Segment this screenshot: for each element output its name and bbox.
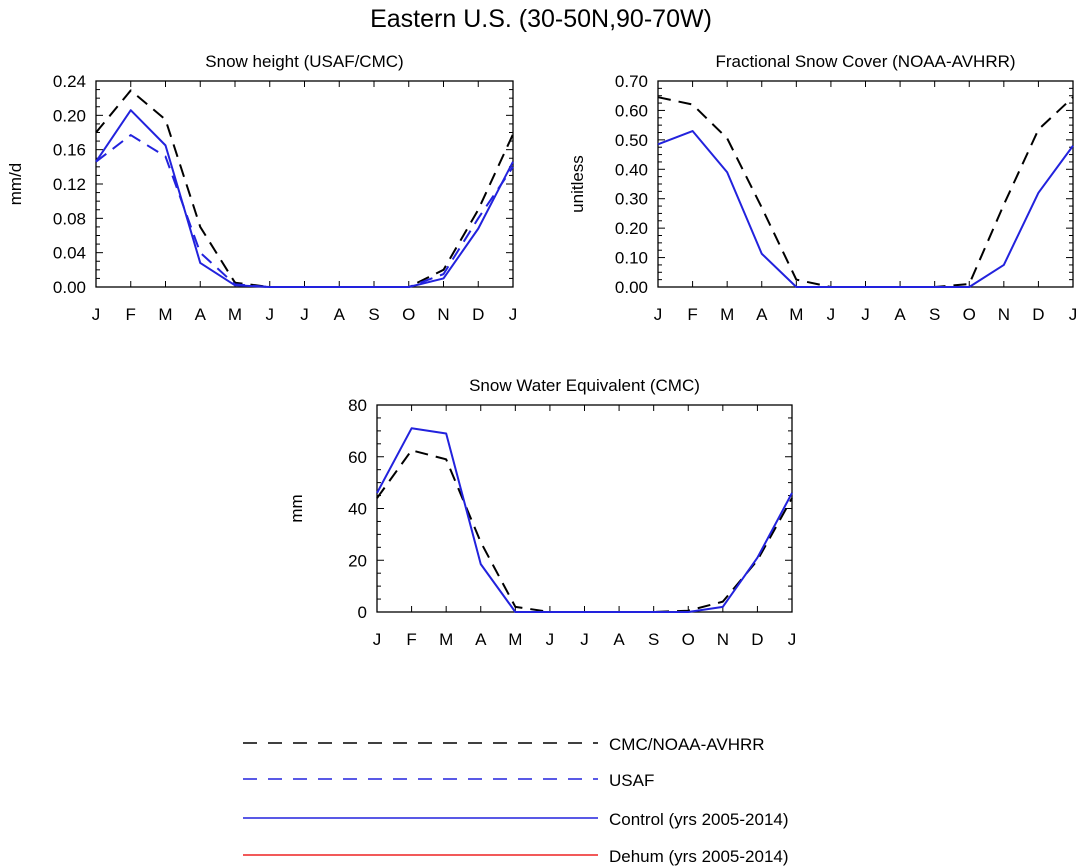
y-tick-label: 0.00 xyxy=(53,278,86,297)
plot-frame xyxy=(376,404,793,613)
x-tick-label: F xyxy=(406,630,416,649)
legend-label: CMC/NOAA-AVHRR xyxy=(609,735,765,754)
y-tick-label: 20 xyxy=(348,551,367,570)
y-tick-label: 0.30 xyxy=(615,190,648,209)
x-tick-label: J xyxy=(827,305,836,324)
series-line xyxy=(95,134,514,288)
panels: Snow height (USAF/CMC)mm/dJ F M A M J J A S O N D J0… xyxy=(6,52,1077,649)
y-tick-label: 0.60 xyxy=(615,101,648,120)
y-tick-label: 0.16 xyxy=(53,141,86,160)
series-line xyxy=(376,449,793,613)
y-axis-label: mm xyxy=(287,494,306,522)
y-tick-label: 0.12 xyxy=(53,175,86,194)
x-tick-label: F xyxy=(126,305,136,324)
x-tick-label: A xyxy=(334,305,346,324)
series-line xyxy=(95,109,514,288)
y-tick-label: 0.50 xyxy=(615,131,648,150)
y-tick-label: 0.00 xyxy=(615,278,648,297)
x-tick-label: S xyxy=(929,305,940,324)
series-line xyxy=(657,96,1074,288)
plot-frame xyxy=(657,80,1074,288)
x-tick-label: N xyxy=(998,305,1010,324)
x-tick-label: D xyxy=(1032,305,1044,324)
x-tick-label: S xyxy=(368,305,379,324)
x-tick-label: J xyxy=(373,630,382,649)
x-tick-label: M xyxy=(439,630,453,649)
x-tick-label: J xyxy=(1069,305,1078,324)
legend-label: Dehum (yrs 2005-2014) xyxy=(609,847,789,866)
legend-label: USAF xyxy=(609,771,654,790)
chart-panel-3: Snow Water Equivalent (CMC) mm J F M A M J J A S O N… xyxy=(287,376,796,649)
y-tick-label: 0.40 xyxy=(615,160,648,179)
x-tick-label: J xyxy=(580,630,589,649)
x-tick-label: N xyxy=(437,305,449,324)
panel-title: Snow Water Equivalent (CMC) xyxy=(469,376,700,395)
x-tick-label: J xyxy=(266,305,275,324)
x-tick-label: M xyxy=(228,305,242,324)
x-tick-label: O xyxy=(402,305,415,324)
y-tick-label: 60 xyxy=(348,448,367,467)
x-tick-label: D xyxy=(751,630,763,649)
x-tick-label: S xyxy=(648,630,659,649)
x-tick-label: A xyxy=(613,630,625,649)
x-tick-label: O xyxy=(682,630,695,649)
x-tick-label: A xyxy=(195,305,207,324)
x-tick-label: M xyxy=(158,305,172,324)
x-tick-label: D xyxy=(472,305,484,324)
y-axis-label: unitless xyxy=(568,155,587,213)
x-tick-label: J xyxy=(654,305,663,324)
y-tick-label: 0 xyxy=(358,603,367,622)
chart-panel-2: Fractional Snow Cover (NOAA-AVHRR) unitle… xyxy=(568,52,1077,324)
y-tick-label: 0.04 xyxy=(53,244,86,263)
y-tick-label: 0.08 xyxy=(53,209,86,228)
series-line xyxy=(376,427,793,613)
series-line xyxy=(95,89,514,288)
y-tick-label: 0.70 xyxy=(615,72,648,91)
series-line xyxy=(657,130,1074,288)
x-tick-label: J xyxy=(861,305,870,324)
x-tick-label: M xyxy=(720,305,734,324)
y-tick-label: 40 xyxy=(348,500,367,519)
y-axis-label: mm/d xyxy=(6,163,25,206)
chart-panel-1: Snow height (USAF/CMC)mm/dJ F M A M J J A S O N D J0… xyxy=(6,52,517,324)
x-tick-label: J xyxy=(300,305,309,324)
y-tick-label: 0.24 xyxy=(53,72,86,91)
panel-title: Fractional Snow Cover (NOAA-AVHRR) xyxy=(715,52,1015,71)
legend-label: Control (yrs 2005-2014) xyxy=(609,810,789,829)
x-tick-label: J xyxy=(92,305,101,324)
x-tick-label: M xyxy=(789,305,803,324)
x-tick-label: N xyxy=(717,630,729,649)
x-tick-label: F xyxy=(687,305,697,324)
x-tick-label: J xyxy=(509,305,518,324)
y-tick-label: 0.20 xyxy=(53,106,86,125)
legend: CMC/NOAA-AVHRR USAF Control (yrs 2005-2014… xyxy=(243,735,789,866)
x-tick-label: A xyxy=(894,305,906,324)
x-tick-label: A xyxy=(475,630,487,649)
y-tick-label: 0.10 xyxy=(615,249,648,268)
x-tick-label: J xyxy=(788,630,797,649)
panel-title: Snow height (USAF/CMC) xyxy=(205,52,403,71)
y-tick-label: 0.20 xyxy=(615,219,648,238)
x-tick-label: M xyxy=(508,630,522,649)
x-tick-label: A xyxy=(756,305,768,324)
x-tick-label: O xyxy=(963,305,976,324)
y-tick-label: 80 xyxy=(348,396,367,415)
x-tick-label: J xyxy=(546,630,555,649)
figure-title: Eastern U.S. (30-50N,90-70W) xyxy=(370,5,712,33)
